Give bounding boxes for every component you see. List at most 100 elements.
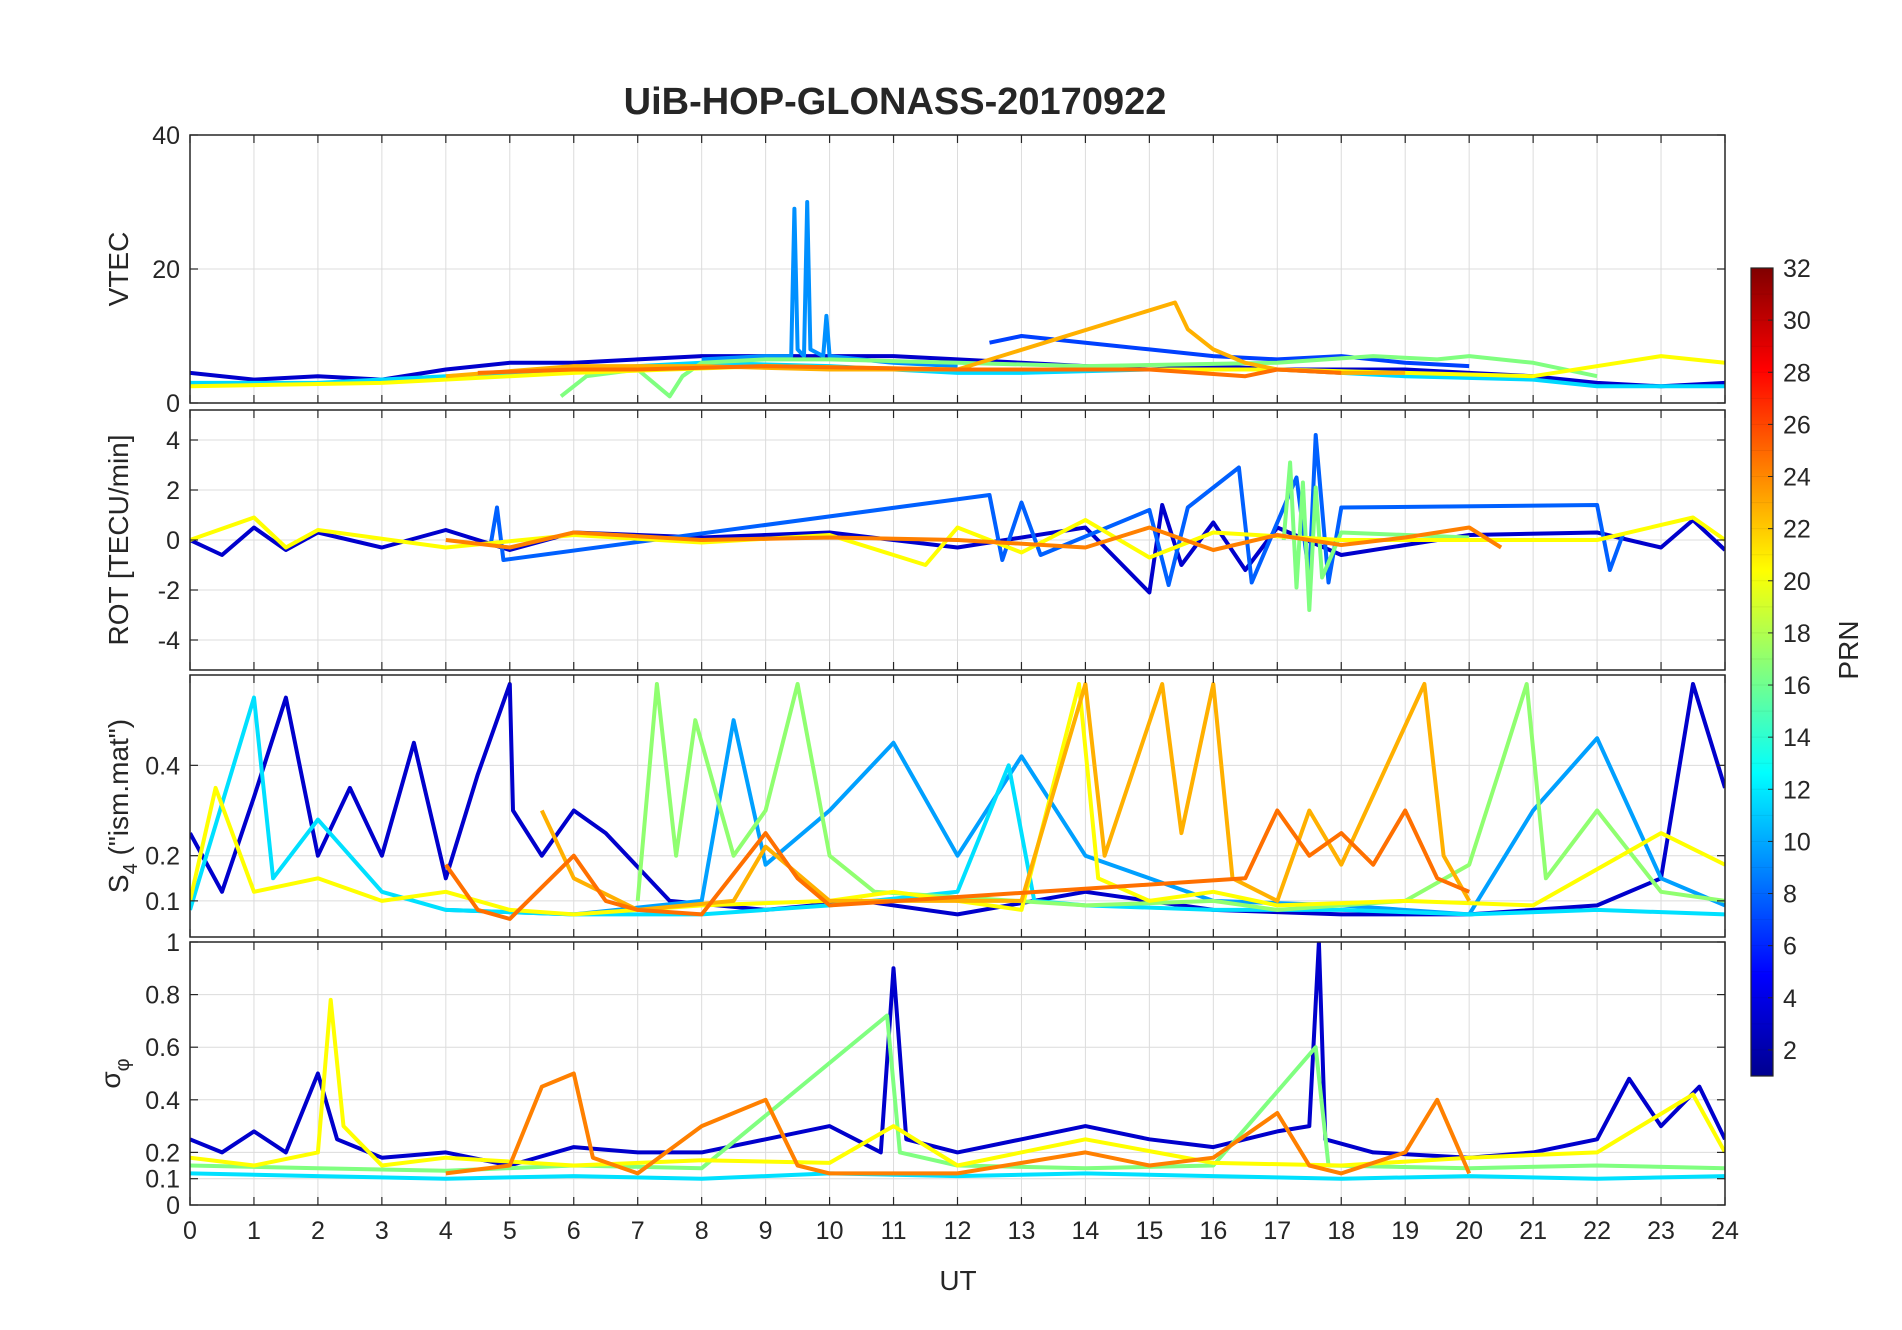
colorbar-tick-label: 4 [1783, 985, 1797, 1013]
colorbar-tick-label: 28 [1783, 359, 1811, 387]
series-prn-16 [635, 682, 1725, 912]
colorbar-tick-label: 16 [1783, 672, 1811, 700]
tick-marks [189, 410, 1726, 670]
y-axis-label: S4 ("ism.mat") [103, 719, 142, 893]
y-label-main: S [103, 874, 134, 893]
x-tick-label: 11 [881, 1217, 907, 1245]
y-axis-label: ROT [TECU/min] [103, 434, 134, 645]
y-tick-label: 0.2 [145, 1139, 180, 1167]
x-tick-label: 4 [439, 1217, 453, 1245]
colorbar-tick-label: 30 [1783, 307, 1811, 335]
series-prn-6 [488, 433, 1625, 587]
x-tick-label: 7 [631, 1217, 645, 1245]
panel-sigma_phi: 00.10.2 0.4 0.6 0.8 1 σφ [95, 929, 1726, 1220]
x-tick-label: 19 [1391, 1217, 1419, 1245]
x-tick-label: 0 [183, 1217, 197, 1245]
series-prn-20 [190, 997, 1725, 1168]
x-tick-label: 22 [1583, 1217, 1611, 1245]
x-tick-label: 8 [695, 1217, 709, 1245]
series-prn-10 [445, 718, 1725, 917]
colorbar-tick-label: 8 [1783, 881, 1797, 909]
colorbar-tick-label: 18 [1783, 620, 1811, 648]
x-tick-label: 15 [1135, 1217, 1163, 1245]
x-tick-label: 2 [311, 1217, 325, 1245]
series-group [190, 200, 1725, 399]
x-tick-label: 13 [1008, 1217, 1036, 1245]
y-tick-label: 0 [166, 1192, 180, 1220]
series-prn-24 [445, 1071, 1472, 1176]
y-tick-label: 2 [166, 477, 180, 505]
y-label-subscript: 4 [120, 863, 142, 874]
x-tick-label: 1 [247, 1217, 261, 1245]
colorbar-tick-label: 12 [1783, 776, 1811, 804]
x-tick-label: 10 [816, 1217, 844, 1245]
y-label-rest: ("ism.mat") [103, 719, 134, 863]
series-prn-16 [559, 354, 1598, 399]
x-tick-label: 9 [759, 1217, 773, 1245]
y-axis-label: VTEC [103, 232, 134, 307]
x-tick-label: 21 [1519, 1217, 1547, 1245]
y-tick-label: -2 [158, 577, 180, 605]
x-tick-label: 23 [1647, 1217, 1675, 1245]
series-prn-16 [1281, 460, 1470, 612]
y-tick-label: 0.6 [145, 1034, 180, 1062]
tick-marks [189, 134, 1726, 404]
series-prn-24 [445, 525, 1503, 552]
x-tick-label: 3 [375, 1217, 389, 1245]
y-tick-label: 0 [166, 390, 180, 418]
series-group [190, 433, 1725, 612]
tick-marks [189, 941, 1726, 1206]
tick-marks [189, 675, 1726, 937]
series-prn-20 [190, 682, 1725, 917]
chart-title: UiB-HOP-GLONASS-20170922 [624, 81, 1167, 123]
y-tick-label: 0.8 [145, 982, 180, 1010]
x-tick-label: 16 [1199, 1217, 1227, 1245]
panel-s4: 0.10.20.4S4 ("ism.mat") [103, 674, 1726, 938]
series-group [190, 682, 1725, 921]
colorbar-tick-label: 2 [1783, 1037, 1797, 1065]
series-prn-25 [477, 364, 1342, 379]
y-tick-label: 0.2 [145, 843, 180, 871]
x-tick-label: 6 [567, 1217, 581, 1245]
panel-vtec: 0 20 40 VTEC [103, 122, 1726, 418]
colorbar-tick-label: 10 [1783, 828, 1811, 856]
x-tick-label: 18 [1327, 1217, 1355, 1245]
y-axis-label: σφ [95, 1058, 134, 1088]
colorbar-tick-label: 32 [1783, 255, 1811, 283]
y-tick-label: 0 [166, 527, 180, 555]
series-prn-25 [444, 808, 1470, 921]
series-prn-22 [539, 682, 1471, 912]
series-prn-5 [989, 334, 1470, 369]
series-prn-8 [701, 200, 958, 369]
series-prn-12 [190, 1171, 1725, 1181]
colorbar-tick-label: 20 [1783, 568, 1811, 596]
y-tick-label: 0.1 [145, 888, 180, 916]
y-tick-label: 0.4 [145, 752, 180, 780]
x-tick-label: 14 [1072, 1217, 1100, 1245]
colorbar-tick-label: 14 [1783, 724, 1811, 752]
series-prn-12 [190, 695, 1725, 917]
y-tick-label: 20 [152, 256, 180, 284]
x-tick-labels: 0 1 2 3 4 5 6 7 8 9 10 11 12 13 14 15 16 17 18 19 20 21 22 23 24 [183, 1217, 1739, 1245]
series-group [190, 942, 1725, 1181]
x-tick-label: 20 [1455, 1217, 1483, 1245]
colorbar-fill [1751, 268, 1773, 1076]
y-tick-label: 40 [152, 122, 180, 150]
x-tick-label: 12 [944, 1217, 972, 1245]
y-tick-label: 4 [166, 427, 180, 455]
y-label-subscript: φ [112, 1058, 134, 1071]
x-tick-label: 5 [503, 1217, 517, 1245]
colorbar-tick-label: 26 [1783, 411, 1811, 439]
series-prn-3 [190, 503, 1725, 595]
colorbar-frame [1750, 267, 1774, 1077]
panel-rot: -4 -2 0 2 4 ROT [TECU/min] [103, 409, 1726, 671]
x-axis-label: UT [939, 1265, 976, 1296]
y-tick-label: 0.1 [145, 1166, 180, 1194]
x-tick-label: 24 [1711, 1217, 1739, 1245]
x-tick-label: 17 [1263, 1217, 1291, 1245]
y-tick-label: -4 [158, 627, 180, 655]
colorbar-tick-label: 22 [1783, 516, 1811, 544]
